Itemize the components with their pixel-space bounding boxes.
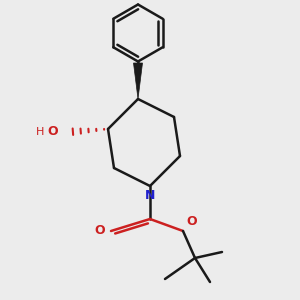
Text: O: O [94, 224, 105, 238]
Text: O: O [186, 215, 196, 228]
Text: H: H [36, 127, 45, 137]
Polygon shape [134, 63, 142, 99]
Text: N: N [145, 189, 155, 202]
Text: O: O [47, 125, 58, 139]
